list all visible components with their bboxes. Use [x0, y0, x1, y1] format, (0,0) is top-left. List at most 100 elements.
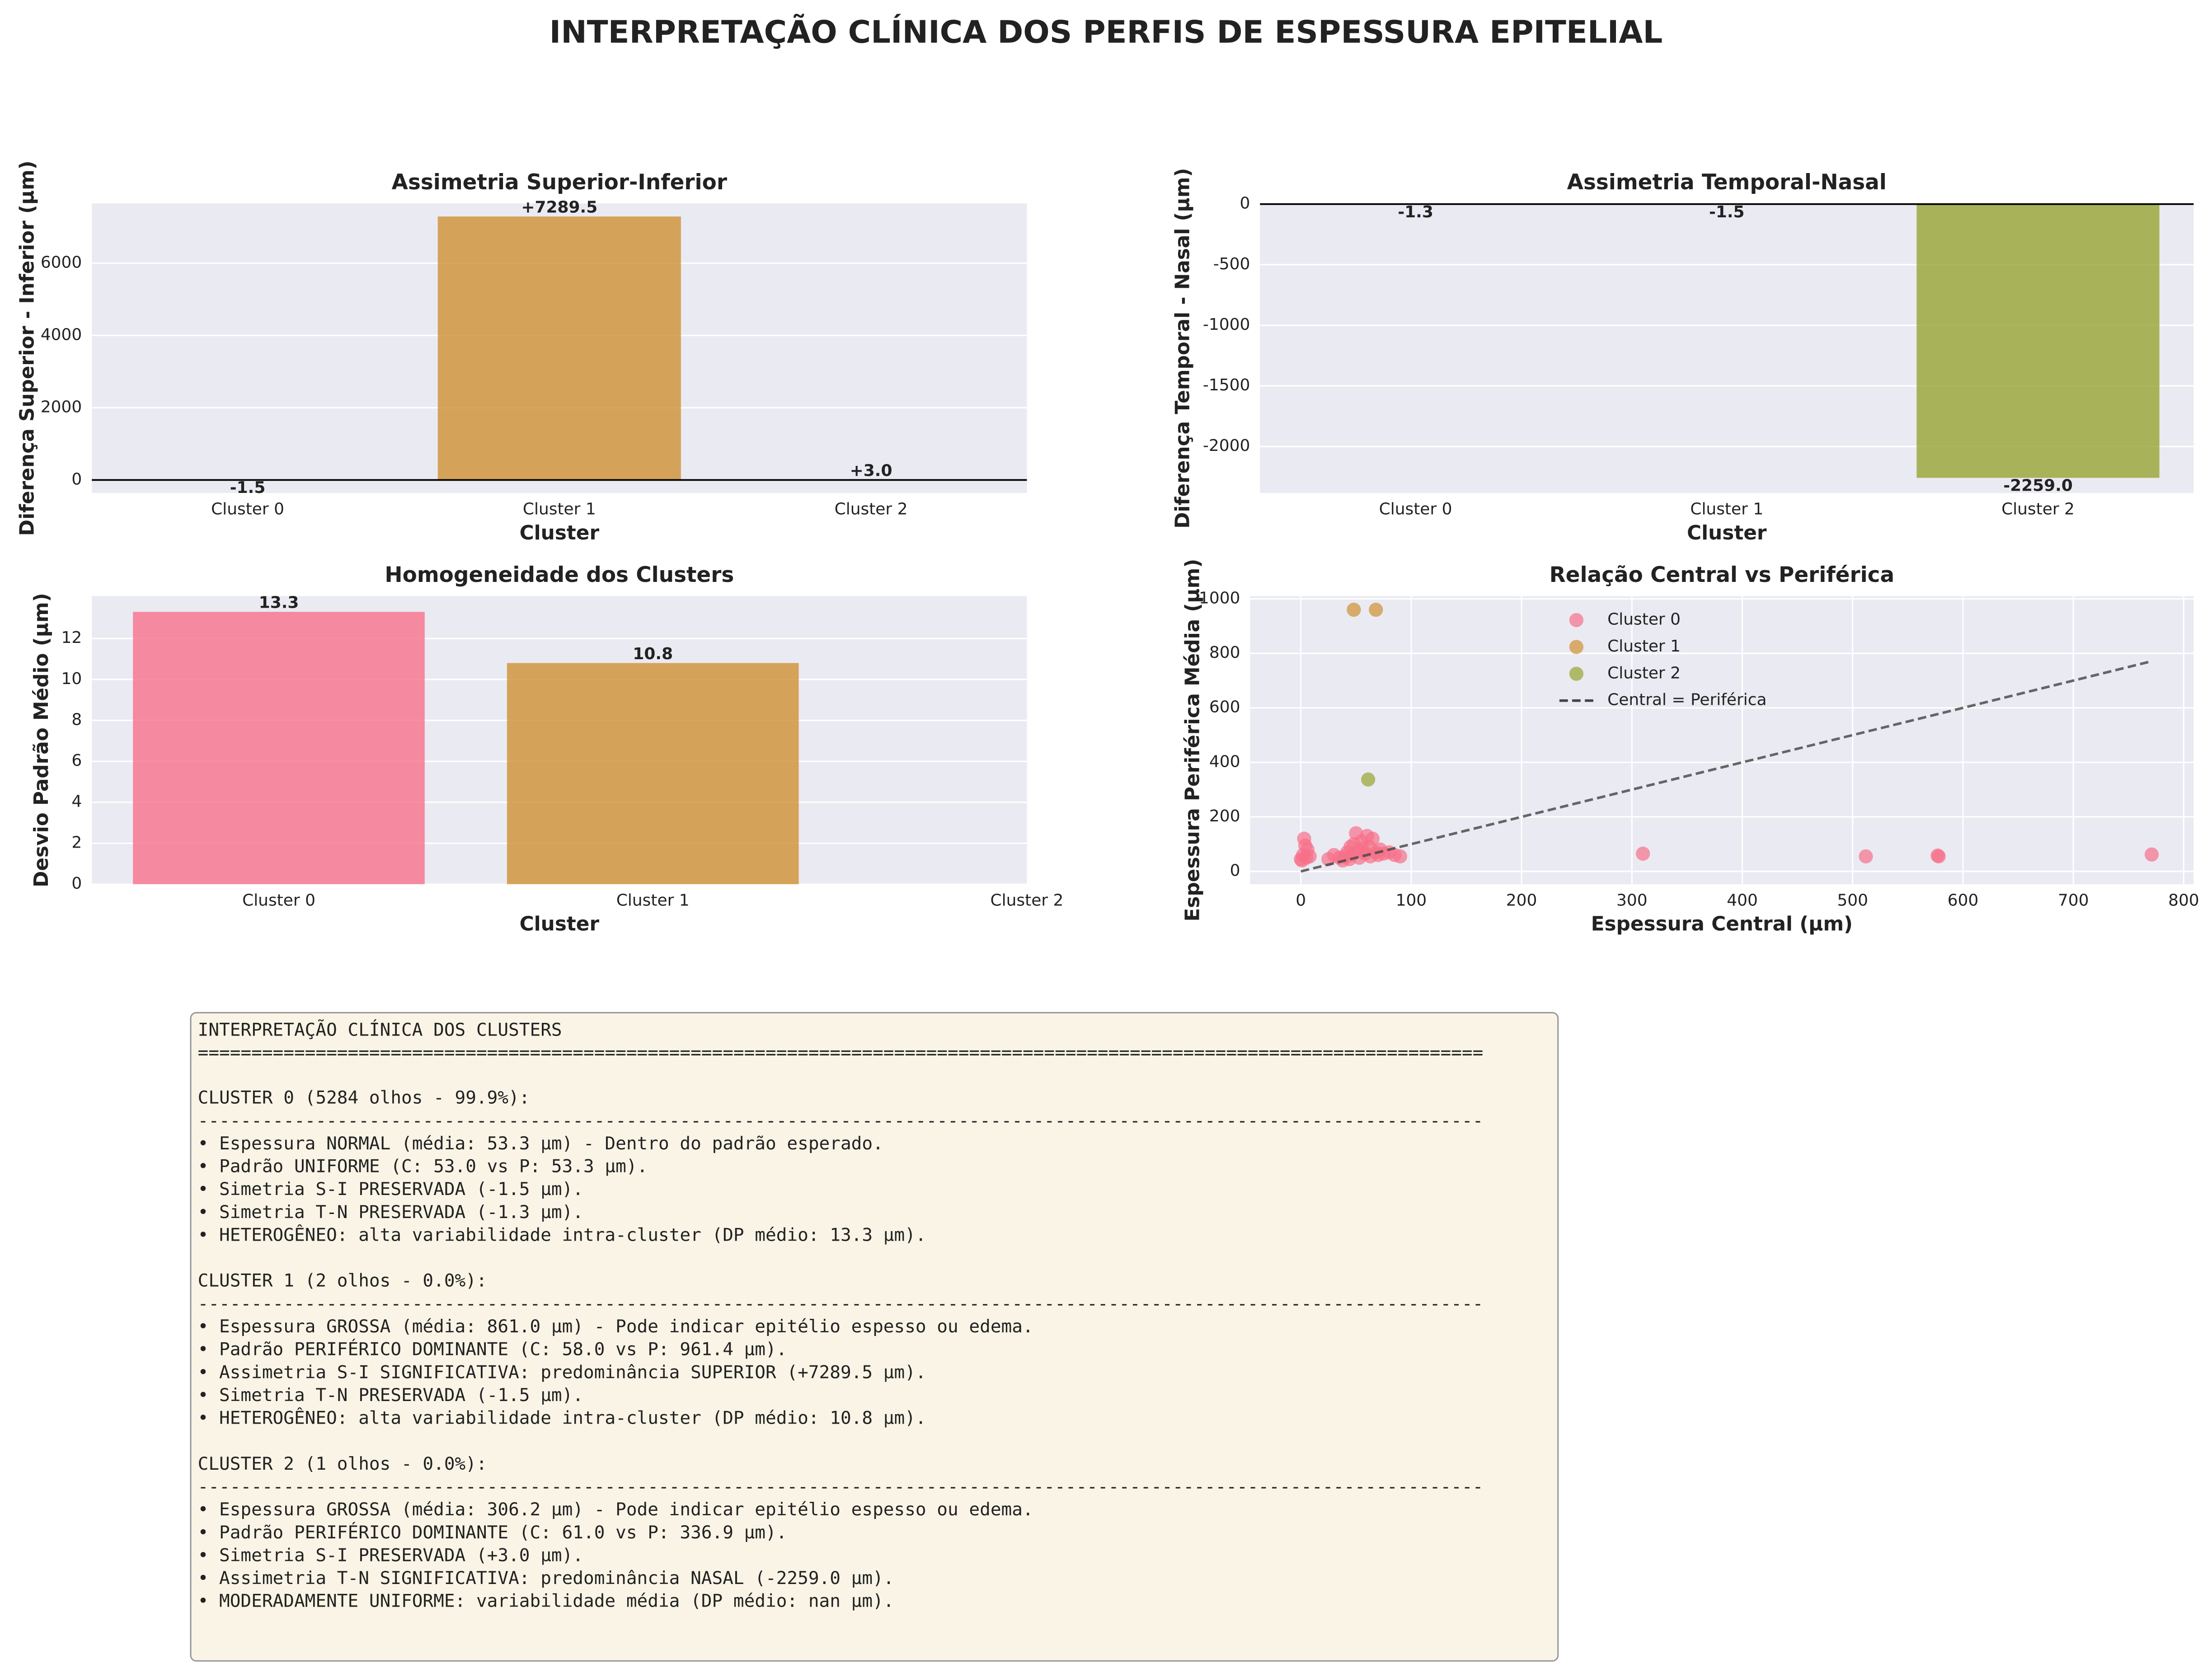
y-tick-label: 400 — [1209, 752, 1240, 771]
y-tick-label: 0 — [71, 874, 82, 893]
y-tick-label: 12 — [61, 628, 82, 647]
section-rule: ----------------------------------------… — [198, 1293, 1484, 1314]
value-label: +7289.5 — [521, 198, 597, 216]
y-tick-label: -1000 — [1203, 315, 1250, 334]
section-item: • HETEROGÊNEO: alta variabilidade intra-… — [198, 1224, 926, 1245]
section-item: • Simetria T-N PRESERVADA (-1.5 μm). — [198, 1385, 583, 1406]
legend-marker — [1569, 640, 1584, 654]
x-axis-label: Espessura Central (μm) — [1591, 913, 1853, 936]
legend-marker — [1569, 613, 1584, 628]
scatter-point — [1347, 602, 1361, 617]
scatter-point — [2144, 847, 2159, 862]
x-tick-label: Cluster 0 — [211, 500, 284, 519]
chart-title: Assimetria Temporal-Nasal — [1567, 170, 1887, 195]
section-item: • Padrão UNIFORME (C: 53.0 vs P: 53.3 μm… — [198, 1156, 648, 1177]
bar — [1916, 204, 2160, 478]
figure-title: INTERPRETAÇÃO CLÍNICA DOS PERFIS DE ESPE… — [549, 13, 1663, 50]
y-axis-label: Diferença Temporal - Nasal (μm) — [1171, 168, 1194, 529]
y-tick-label: 4 — [71, 792, 82, 811]
value-label: -1.5 — [1709, 203, 1745, 221]
section-item: • Padrão PERIFÉRICO DOMINANTE (C: 58.0 v… — [198, 1339, 787, 1360]
section-item: • Padrão PERIFÉRICO DOMINANTE (C: 61.0 v… — [198, 1522, 787, 1543]
scatter-point — [1298, 838, 1313, 853]
bar — [133, 612, 425, 885]
scatter-point — [1365, 831, 1380, 846]
y-tick-label: -1500 — [1203, 376, 1250, 394]
reference-line — [1300, 660, 2151, 873]
section-item: • Simetria T-N PRESERVADA (-1.3 μm). — [198, 1202, 583, 1223]
y-tick-label: 1000 — [1199, 589, 1240, 607]
value-label: -1.5 — [230, 478, 266, 497]
section-item: • Assimetria S-I SIGNIFICATIVA: predomin… — [198, 1362, 926, 1383]
y-tick-label: 4000 — [41, 325, 82, 344]
scatter-point — [1636, 846, 1650, 861]
y-axis-label: Espessura Periférica Média (μm) — [1181, 559, 1204, 922]
plot-background — [1250, 596, 2194, 885]
y-tick-label: 200 — [1209, 807, 1240, 825]
scatter-point — [1361, 772, 1376, 787]
y-tick-label: 8 — [71, 710, 82, 729]
y-tick-label: 2000 — [41, 398, 82, 416]
x-tick-label: 700 — [2058, 891, 2089, 910]
value-label: -1.3 — [1398, 203, 1433, 221]
legend-label: Cluster 2 — [1607, 664, 1681, 682]
text-box-rule: ========================================… — [198, 1042, 1484, 1063]
x-tick-label: Cluster 2 — [2001, 500, 2075, 519]
legend-label: Cluster 0 — [1607, 610, 1681, 629]
x-axis-label: Cluster — [520, 913, 600, 936]
y-axis-label: Diferença Superior - Inferior (μm) — [16, 160, 39, 536]
section-rule: ----------------------------------------… — [198, 1476, 1484, 1497]
value-label: 10.8 — [633, 645, 673, 663]
y-tick-label: 6000 — [41, 253, 82, 272]
x-tick-label: Cluster 2 — [835, 500, 908, 519]
scatter-point — [1295, 853, 1309, 868]
x-tick-label: Cluster 1 — [523, 500, 596, 519]
x-axis-label: Cluster — [520, 521, 600, 544]
scatter-point — [1393, 849, 1408, 864]
x-tick-label: 600 — [1948, 891, 1979, 910]
section-title: CLUSTER 1 (2 olhos - 0.0%): — [198, 1270, 487, 1291]
text-box-header: INTERPRETAÇÃO CLÍNICA DOS CLUSTERS — [198, 1019, 562, 1041]
value-label: -2259.0 — [2003, 476, 2073, 495]
bar — [437, 216, 681, 480]
section-item: • HETEROGÊNEO: alta variabilidade intra-… — [198, 1407, 926, 1429]
section-item: • Espessura GROSSA (média: 861.0 μm) - P… — [198, 1316, 1033, 1337]
chart-title: Relação Central vs Periférica — [1550, 562, 1895, 587]
section-title: CLUSTER 2 (1 olhos - 0.0%): — [198, 1453, 487, 1474]
section-title: CLUSTER 0 (5284 olhos - 99.9%): — [198, 1087, 530, 1108]
section-item: • Espessura GROSSA (média: 306.2 μm) - P… — [198, 1499, 1033, 1520]
section-item: • Simetria S-I PRESERVADA (+3.0 μm). — [198, 1545, 583, 1566]
legend-label: Central = Periférica — [1607, 691, 1766, 709]
y-tick-label: 6 — [71, 751, 82, 770]
scatter-point — [1859, 849, 1873, 864]
legend-marker — [1569, 666, 1584, 681]
section-item: • Simetria S-I PRESERVADA (-1.5 μm). — [198, 1179, 583, 1200]
x-tick-label: 200 — [1506, 891, 1537, 910]
y-tick-label: 800 — [1209, 643, 1240, 662]
y-tick-label: -500 — [1213, 255, 1250, 273]
section-rule: ----------------------------------------… — [198, 1110, 1484, 1131]
y-tick-label: 10 — [61, 670, 82, 688]
bar — [507, 663, 799, 885]
y-tick-label: 2 — [71, 833, 82, 852]
x-tick-label: Cluster 0 — [1379, 500, 1452, 519]
y-tick-label: 0 — [1230, 862, 1240, 880]
y-tick-label: 600 — [1209, 698, 1240, 717]
x-tick-label: 0 — [1296, 891, 1306, 910]
y-axis-label: Desvio Padrão Médio (μm) — [30, 593, 53, 887]
section-item: • Espessura NORMAL (média: 53.3 μm) - De… — [198, 1133, 883, 1154]
x-tick-label: 100 — [1396, 891, 1427, 910]
x-tick-label: Cluster 0 — [242, 891, 315, 910]
scatter-point — [1931, 849, 1946, 864]
y-tick-label: -2000 — [1203, 436, 1250, 455]
x-axis-label: Cluster — [1687, 521, 1767, 544]
chart-title: Homogeneidade dos Clusters — [385, 562, 734, 587]
value-label: +3.0 — [850, 461, 892, 480]
x-tick-label: 400 — [1727, 891, 1758, 910]
legend-label: Cluster 1 — [1607, 637, 1681, 656]
section-item: • Assimetria T-N SIGNIFICATIVA: predomin… — [198, 1568, 894, 1589]
x-tick-label: Cluster 1 — [1690, 500, 1763, 519]
y-tick-label: 0 — [71, 470, 82, 488]
value-label: 13.3 — [259, 594, 299, 612]
